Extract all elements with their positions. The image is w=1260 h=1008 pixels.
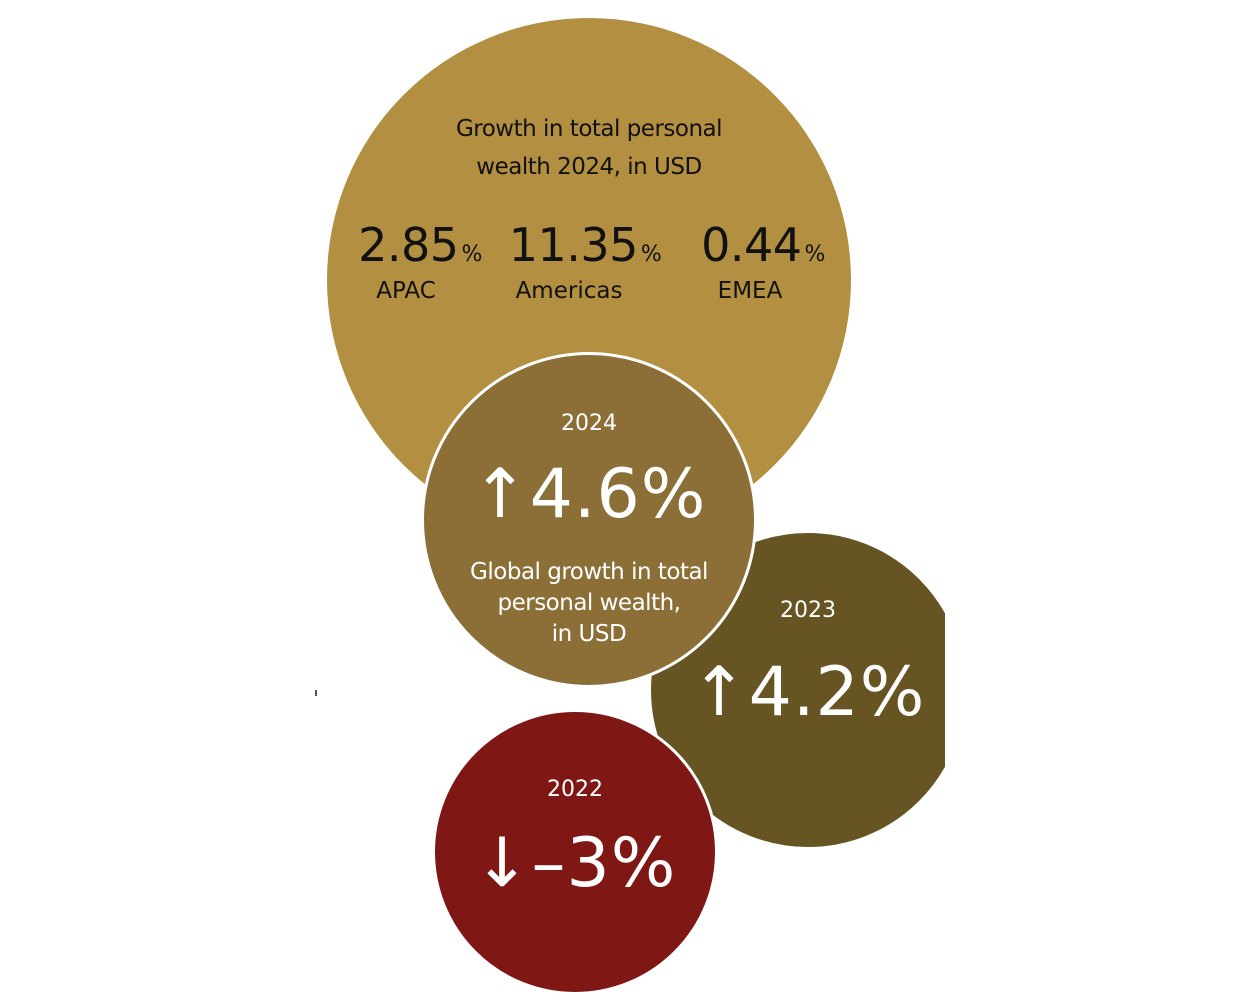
bubble-2024: 2024 ↑4.6% Global growth in total person… <box>421 352 757 688</box>
value-text: 4.6% <box>529 455 707 534</box>
regional-title: Growth in total personal wealth 2024, in… <box>455 110 723 186</box>
year-label: 2022 <box>547 777 603 802</box>
desc-line: in USD <box>551 621 627 647</box>
value-unit: % <box>640 242 662 267</box>
value-text: –3% <box>531 824 677 903</box>
growth-value: ↑4.6% <box>472 455 707 534</box>
emea-label: EMEA <box>717 278 783 304</box>
desc-line: Global growth in total <box>470 559 708 585</box>
desc-line: personal wealth, <box>497 590 681 616</box>
arrow-down-icon: ↓ <box>473 824 532 903</box>
year-label: 2024 <box>561 411 617 436</box>
arrow-up-icon: ↑ <box>690 653 749 732</box>
americas-label: Americas <box>515 278 623 304</box>
value-number: 2.85 <box>358 218 459 272</box>
apac-label: APAC <box>376 278 436 304</box>
arrow-up-icon: ↑ <box>471 455 530 534</box>
year-label: 2023 <box>780 598 836 623</box>
value-unit: % <box>804 242 826 267</box>
americas-value: 11.35% <box>509 218 662 272</box>
bubble-description: Global growth in total personal wealth, … <box>470 557 708 650</box>
emea-value: 0.44% <box>701 218 825 272</box>
value-number: 11.35 <box>508 218 639 272</box>
stray-mark <box>315 690 317 696</box>
bubble-2022: 2022 ↓–3% <box>432 709 718 995</box>
growth-value: ↑4.2% <box>691 653 926 732</box>
value-number: 0.44 <box>701 218 802 272</box>
title-line: Growth in total personal <box>455 116 723 142</box>
growth-value: ↓–3% <box>474 824 677 903</box>
apac-value: 2.85% <box>358 218 482 272</box>
value-text: 4.2% <box>748 653 926 732</box>
title-line: wealth 2024, in USD <box>476 154 702 180</box>
value-unit: % <box>461 242 483 267</box>
